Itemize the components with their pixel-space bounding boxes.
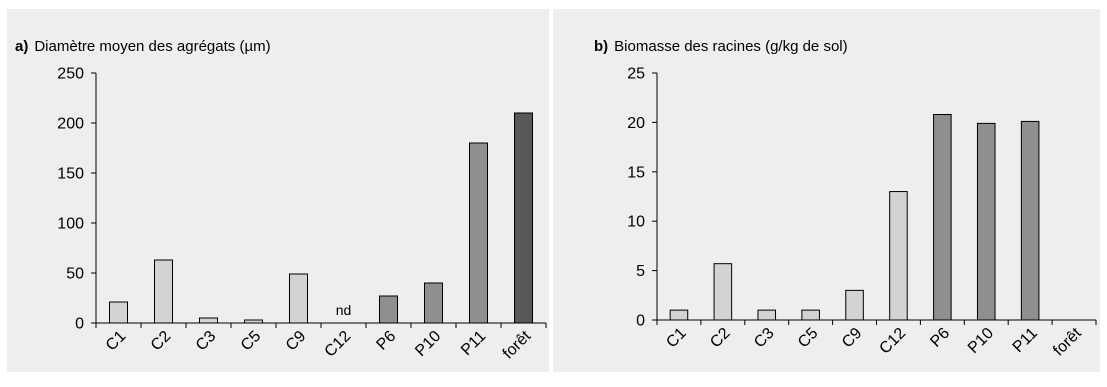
- bar-b-P11: [1020, 120, 1040, 321]
- y-tick-label-a: 50: [66, 266, 84, 283]
- chart-title-b: b) Biomasse des racines (g/kg de sol): [594, 38, 848, 55]
- bar-a-C2: [154, 259, 173, 324]
- chart-title-a: a) Diamètre moyen des agrégats (µm): [15, 38, 271, 55]
- bar-b-C2: [713, 263, 733, 321]
- panel-label-a: a): [15, 38, 28, 55]
- y-tick-label-b: 10: [627, 214, 645, 231]
- bar-b-P6: [933, 113, 952, 321]
- y-tick-label-a: 250: [57, 66, 84, 83]
- panel-background-b: [553, 9, 1100, 372]
- bar-b-C12: [889, 191, 908, 321]
- bar-a-P10: [424, 282, 443, 324]
- bar-a-C5: [244, 319, 263, 324]
- panel-background-a: [7, 9, 549, 372]
- y-tick-label-a: 150: [57, 166, 84, 183]
- bar-a-forêt: [514, 112, 533, 324]
- chart-panel-b: b) Biomasse des racines (g/kg de sol) 0 5 10…: [553, 9, 1100, 372]
- annotation-a: nd: [336, 302, 352, 318]
- y-tick-label-b: 25: [627, 66, 645, 83]
- bar-a-C1: [109, 301, 128, 324]
- bar-b-C1: [669, 309, 689, 321]
- bar-b-C9: [845, 289, 864, 321]
- bar-b-P10: [976, 122, 996, 321]
- bar-a-C9: [289, 273, 308, 324]
- chart-panel-a: a) Diamètre moyen des agrégats (µm) 0 50 100…: [7, 9, 549, 372]
- y-tick-label-a: 0: [75, 316, 84, 333]
- bar-a-P6: [379, 295, 398, 324]
- y-tick-label-a: 200: [57, 116, 84, 133]
- title-text-b: Biomasse des racines (g/kg de sol): [614, 38, 847, 55]
- y-tick-label-b: 20: [627, 115, 645, 132]
- title-text-a: Diamètre moyen des agrégats (µm): [34, 38, 270, 55]
- bar-b-C3: [757, 309, 777, 321]
- y-tick-label-b: 5: [636, 263, 645, 280]
- y-tick-label-a: 100: [57, 216, 84, 233]
- bar-b-C5: [801, 309, 820, 321]
- y-tick-label-b: 0: [636, 313, 645, 330]
- bar-a-C3: [199, 317, 218, 324]
- bar-a-P11: [469, 142, 488, 324]
- panel-label-b: b): [594, 38, 608, 55]
- y-tick-label-b: 15: [627, 164, 645, 181]
